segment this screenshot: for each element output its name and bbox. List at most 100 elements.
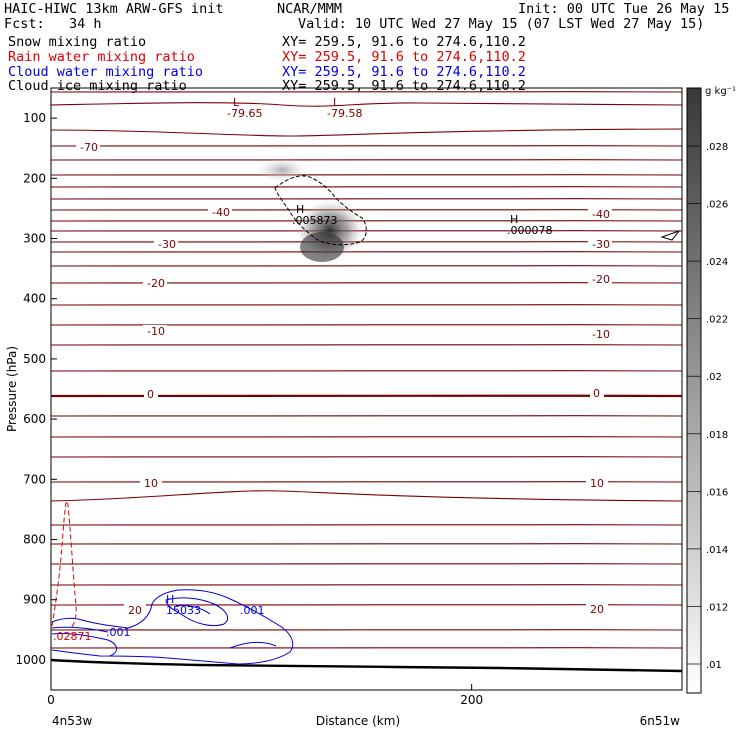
- y-tick-label: 600: [23, 412, 46, 426]
- isotherm-label: -40: [212, 206, 230, 219]
- y-tick-label: 1000: [15, 653, 46, 667]
- isotherm-line: [51, 647, 682, 649]
- isotherm-line: [51, 584, 682, 586]
- isotherm-line: [51, 394, 682, 398]
- isotherm-line: [51, 159, 682, 161]
- isotherm-label: 0: [593, 387, 600, 400]
- y-tick-label: 200: [23, 171, 46, 185]
- isotherm-line: [51, 241, 682, 243]
- snow-contour: [274, 175, 367, 246]
- label-bg: [144, 388, 158, 400]
- title-fcst: Fcst: 34 h: [4, 16, 102, 32]
- isotherm-label: -10: [147, 325, 165, 338]
- x-axis-label: Distance (km): [316, 714, 400, 728]
- x-end-label: 6n51w: [640, 714, 681, 728]
- label-bg: [124, 604, 146, 616]
- isotherm-label: 20: [128, 604, 142, 617]
- cloud-water-contours: [51, 589, 294, 665]
- snow-contour-edge: [660, 229, 681, 241]
- isotherm-line: [51, 436, 682, 438]
- snow-shading-max: [300, 232, 344, 262]
- field-snow: Snow mixing ratio: [8, 34, 147, 50]
- isotherm-line: [51, 481, 682, 483]
- isotherm-line: [51, 563, 682, 565]
- x-tick-label: 0: [47, 693, 55, 707]
- isotherm-line: [51, 456, 682, 458]
- isotherm-label: -40: [592, 208, 610, 221]
- cloud-water-value: .001: [106, 626, 131, 639]
- y-tick-label: 900: [23, 593, 46, 607]
- isotherm-line: [51, 629, 682, 631]
- rain-contour: [51, 500, 77, 629]
- isotherm-line: [51, 128, 682, 137]
- isotherm-line: [51, 198, 682, 200]
- y-tick-label: 500: [23, 352, 46, 366]
- extrema-labels: L -79.65 L -79.58 H .005873 H .000078 H …: [53, 96, 553, 643]
- low-value: -79.65: [227, 107, 262, 120]
- field-cloud-water: Cloud water mixing ratio: [8, 64, 204, 80]
- label-bg: [154, 238, 178, 250]
- y-tick-label: 100: [23, 111, 46, 125]
- isotherm-label: -70: [80, 141, 98, 154]
- cloud-water-value: .001: [240, 604, 265, 617]
- colorbar-tick-label: .018: [706, 430, 728, 441]
- field-snow-xy: XY= 259.5, 91.6 to 274.6,110.2: [282, 34, 526, 50]
- rain-value: .02871: [53, 630, 92, 643]
- colorbar-tick-label: .01: [706, 660, 722, 671]
- isotherm-line: [51, 282, 682, 284]
- colorbar-tick-label: .022: [706, 315, 728, 326]
- colorbar-ticks: .01 .012 .014 .016 .018 .02 .022 .024 .026 .028: [687, 142, 728, 671]
- isotherm-line: [51, 230, 682, 232]
- label-bg: [143, 325, 167, 337]
- label-bg: [588, 328, 612, 340]
- low-marker: L: [333, 96, 340, 109]
- isotherm-label: -10: [592, 328, 610, 341]
- y-tick-label: 700: [23, 472, 46, 486]
- isotherm-line: [51, 91, 682, 93]
- isotherm-label: -20: [592, 273, 610, 286]
- snow-shading-upper: [256, 158, 308, 182]
- colorbar-tick-label: .012: [706, 602, 728, 613]
- isotherm-line: [51, 543, 682, 545]
- isotherm-label: 0: [147, 388, 154, 401]
- field-cloud-water-xy: XY= 259.5, 91.6 to 274.6,110.2: [282, 64, 526, 80]
- isotherm-line: [51, 265, 682, 267]
- isotherm-line: [51, 220, 682, 222]
- isotherm-line: [51, 145, 682, 147]
- label-bg: [76, 141, 100, 153]
- label-bg: [208, 206, 232, 218]
- isotherm-label: 10: [590, 477, 604, 490]
- colorbar-tick-label: .026: [706, 200, 728, 211]
- isotherm-labels: -70 -40 -40 -30 -30 -20 -20 -10 -10 0 0 …: [76, 141, 612, 617]
- high-value: 15033: [166, 604, 201, 617]
- label-bg: [143, 277, 167, 289]
- isotherm-line: [51, 304, 682, 306]
- field-rain-xy: XY= 259.5, 91.6 to 274.6,110.2: [282, 49, 526, 65]
- high-value: .005873: [292, 214, 338, 227]
- y-tick-label: 400: [23, 292, 46, 306]
- isotherm-line: [51, 415, 682, 417]
- isotherm-label: -20: [147, 277, 165, 290]
- isotherm-label: -30: [592, 238, 610, 251]
- isotherm-line: [51, 186, 682, 188]
- title-init: Init: 00 UTC Tue 26 May 15: [518, 1, 730, 17]
- y-tick-label: 300: [23, 232, 46, 246]
- label-bg: [140, 477, 162, 489]
- title-org: NCAR/MMM: [277, 1, 343, 17]
- high-marker: H: [510, 213, 518, 226]
- label-bg: [590, 387, 604, 399]
- isotherm-line: [51, 324, 682, 326]
- isotherm-line: [51, 251, 682, 253]
- colorbar: [686, 87, 702, 694]
- temperature-isotherms: [51, 91, 682, 649]
- surface-line: [51, 658, 682, 673]
- plot-area: [51, 91, 682, 673]
- label-bg: [586, 477, 608, 489]
- high-marker: H: [296, 203, 304, 216]
- label-bg: [586, 603, 608, 615]
- isotherm-label: 10: [144, 477, 158, 490]
- isotherm-label: -30: [158, 238, 176, 251]
- plot-frame: [50, 87, 683, 691]
- y-tick-label: 800: [23, 533, 46, 547]
